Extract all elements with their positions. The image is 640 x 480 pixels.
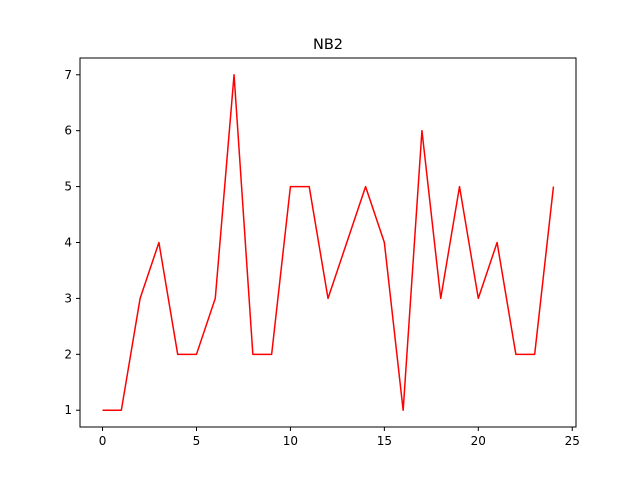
y-axis: 1 2 3 4 5 6 7 — [64, 68, 80, 417]
x-tick-label: 20 — [471, 434, 486, 448]
y-tick-label: 6 — [64, 124, 72, 138]
y-tick-label: 1 — [64, 403, 72, 417]
y-tick-label: 4 — [64, 236, 72, 250]
x-tick-label: 10 — [283, 434, 298, 448]
x-tick-label: 15 — [377, 434, 392, 448]
y-tick-label: 3 — [64, 291, 72, 305]
x-tick-label: 25 — [565, 434, 580, 448]
x-tick-label: 5 — [193, 434, 201, 448]
chart-title: NB2 — [313, 37, 343, 53]
y-tick-label: 5 — [64, 180, 72, 194]
x-axis: 0 5 10 15 20 25 — [99, 427, 580, 448]
x-tick-label: 0 — [99, 434, 107, 448]
y-tick-label: 7 — [64, 68, 72, 82]
plot-area — [102, 74, 555, 411]
y-tick-label: 2 — [64, 347, 72, 361]
